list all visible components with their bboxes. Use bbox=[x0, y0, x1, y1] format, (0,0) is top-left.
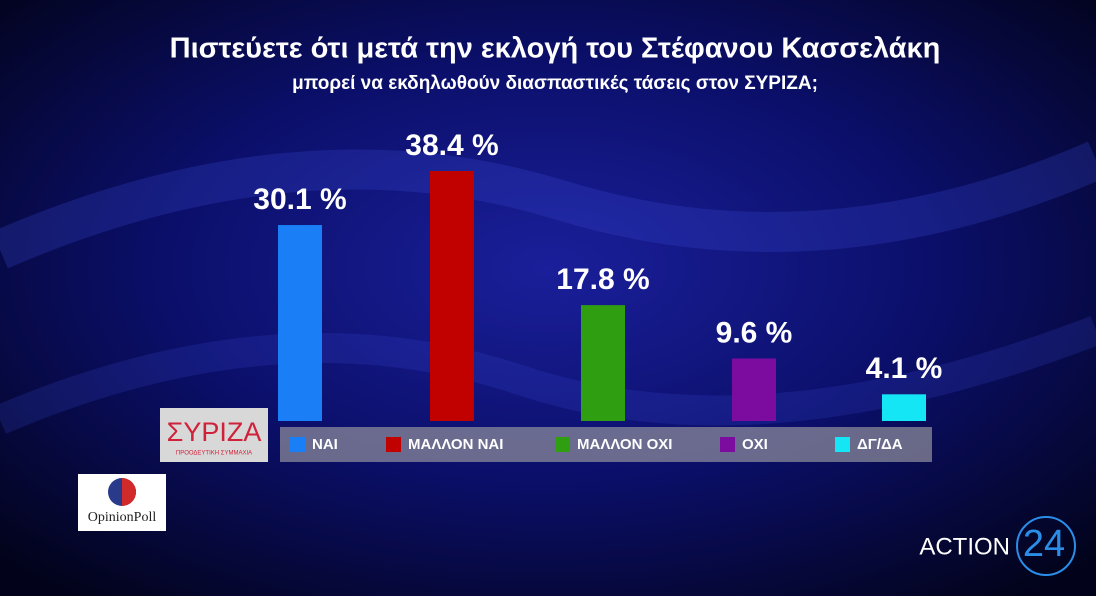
channel-ring bbox=[1016, 516, 1076, 576]
legend-swatch bbox=[555, 437, 570, 452]
chart-subtitle: μπορεί να εκδηλωθούν διασπαστικές τάσεις… bbox=[292, 73, 818, 94]
bar bbox=[581, 305, 625, 421]
value-label: 9.6 % bbox=[716, 316, 793, 349]
value-label: 38.4 % bbox=[405, 129, 498, 162]
value-label: 30.1 % bbox=[253, 183, 346, 216]
pollster-icon bbox=[122, 478, 136, 506]
bar bbox=[278, 225, 322, 421]
value-label: 17.8 % bbox=[556, 263, 649, 296]
bg-swirl bbox=[0, 316, 1096, 434]
legend-label: ΝΑΙ bbox=[312, 436, 338, 453]
legend-swatch bbox=[720, 437, 735, 452]
legend-label: ΟΧΙ bbox=[742, 436, 768, 453]
bar bbox=[430, 171, 474, 421]
bg-swirl bbox=[0, 141, 1096, 269]
chart-title: Πιστεύετε ότι μετά την εκλογή του Στέφαν… bbox=[170, 33, 941, 65]
value-label: 4.1 % bbox=[866, 352, 943, 385]
party-subtitle: ΠΡΟΟΔΕΥΤΙΚΗ ΣΥΜΜΑΧΙΑ bbox=[176, 451, 252, 457]
party-logo bbox=[160, 408, 268, 462]
legend-label: ΜΑΛΛΟΝ ΝΑΙ bbox=[408, 436, 503, 453]
party-name: ΣΥΡΙΖΑ bbox=[167, 417, 262, 447]
pollster-name: OpinionPoll bbox=[88, 510, 157, 525]
bar bbox=[732, 358, 776, 421]
legend-label: ΜΑΛΛΟΝ ΟΧΙ bbox=[577, 436, 672, 453]
bar bbox=[882, 394, 926, 421]
legend-swatch bbox=[290, 437, 305, 452]
channel-name: ACTION bbox=[919, 533, 1010, 560]
legend-swatch bbox=[835, 437, 850, 452]
channel-number: 24 bbox=[1023, 523, 1065, 565]
legend-swatch bbox=[386, 437, 401, 452]
legend-label: ΔΓ/ΔΑ bbox=[857, 436, 903, 453]
